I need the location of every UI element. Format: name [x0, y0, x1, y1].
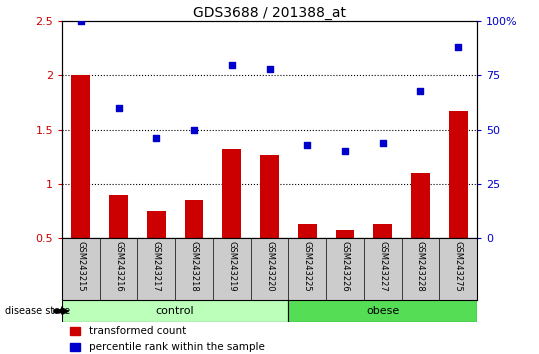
- Text: GSM243218: GSM243218: [190, 241, 198, 292]
- Text: GSM243220: GSM243220: [265, 241, 274, 292]
- Title: GDS3688 / 201388_at: GDS3688 / 201388_at: [193, 6, 346, 20]
- Point: [265, 66, 274, 72]
- Point: [227, 62, 236, 68]
- Bar: [62, 300, 288, 322]
- Text: GSM243216: GSM243216: [114, 241, 123, 292]
- Text: GSM243226: GSM243226: [341, 241, 349, 292]
- Bar: [335, 229, 355, 238]
- Text: disease state: disease state: [5, 306, 71, 316]
- Text: GSM243228: GSM243228: [416, 241, 425, 292]
- Point: [152, 136, 161, 141]
- Bar: [71, 75, 90, 238]
- Text: GSM243215: GSM243215: [77, 241, 85, 292]
- Bar: [411, 173, 430, 238]
- Bar: [298, 224, 317, 238]
- Text: percentile rank within the sample: percentile rank within the sample: [88, 342, 265, 352]
- Point: [77, 18, 85, 24]
- Bar: [260, 155, 279, 238]
- Bar: [70, 327, 80, 335]
- Point: [114, 105, 123, 111]
- Bar: [109, 195, 128, 238]
- Bar: [448, 111, 467, 238]
- Point: [378, 140, 387, 145]
- Bar: [288, 300, 477, 322]
- Point: [190, 127, 198, 133]
- Point: [341, 149, 349, 154]
- Point: [303, 142, 312, 148]
- Text: transformed count: transformed count: [88, 326, 186, 336]
- Text: GSM243219: GSM243219: [227, 241, 236, 292]
- Text: control: control: [156, 306, 195, 316]
- Text: GSM243275: GSM243275: [454, 241, 462, 292]
- Bar: [147, 211, 166, 238]
- Bar: [222, 149, 241, 238]
- Text: GSM243217: GSM243217: [152, 241, 161, 292]
- Text: GSM243225: GSM243225: [303, 241, 312, 292]
- Bar: [70, 343, 80, 351]
- Bar: [373, 224, 392, 238]
- Point: [454, 45, 462, 50]
- Bar: [184, 200, 204, 238]
- Text: obese: obese: [366, 306, 399, 316]
- Text: GSM243227: GSM243227: [378, 241, 387, 292]
- Point: [416, 88, 425, 93]
